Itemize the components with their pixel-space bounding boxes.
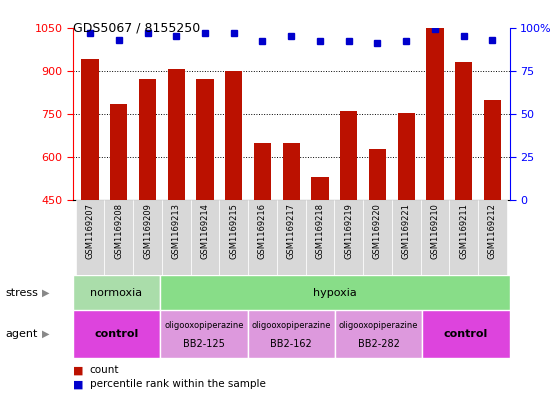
Text: GSM1169213: GSM1169213 [172, 203, 181, 259]
Bar [254, 143, 271, 200]
Bar [73, 310, 160, 358]
Bar [455, 62, 472, 200]
Bar [133, 200, 162, 275]
Text: control: control [94, 329, 139, 339]
Text: normoxia: normoxia [90, 288, 143, 298]
Text: GSM1169221: GSM1169221 [402, 203, 410, 259]
Bar [73, 275, 160, 310]
Text: stress: stress [6, 288, 39, 298]
Bar [167, 69, 185, 200]
Bar [160, 275, 510, 310]
Text: ■: ■ [73, 365, 83, 375]
Text: GSM1169215: GSM1169215 [229, 203, 238, 259]
Text: GSM1169207: GSM1169207 [86, 203, 95, 259]
Bar [248, 200, 277, 275]
Bar [110, 104, 128, 200]
Bar [478, 200, 507, 275]
Bar [311, 177, 329, 200]
Bar [449, 200, 478, 275]
Bar [484, 99, 501, 200]
Text: GSM1169208: GSM1169208 [114, 203, 123, 259]
Bar [422, 310, 510, 358]
Text: GSM1169211: GSM1169211 [459, 203, 468, 259]
Text: GDS5067 / 8155250: GDS5067 / 8155250 [73, 22, 200, 35]
Text: control: control [444, 329, 488, 339]
Text: BB2-162: BB2-162 [270, 340, 312, 349]
Bar [248, 310, 335, 358]
Text: GSM1169212: GSM1169212 [488, 203, 497, 259]
Text: ■: ■ [73, 379, 83, 389]
Bar [363, 200, 392, 275]
Bar [277, 200, 306, 275]
Bar [340, 111, 357, 200]
Text: agent: agent [6, 329, 38, 339]
Bar [197, 79, 213, 200]
Text: oligooxopiperazine: oligooxopiperazine [164, 321, 244, 330]
Text: GSM1169218: GSM1169218 [315, 203, 324, 259]
Text: count: count [90, 365, 119, 375]
Bar [220, 200, 248, 275]
Bar [392, 200, 421, 275]
Text: BB2-125: BB2-125 [183, 340, 225, 349]
Text: hypoxia: hypoxia [313, 288, 357, 298]
Text: GSM1169210: GSM1169210 [431, 203, 440, 259]
Bar [335, 310, 422, 358]
Text: GSM1169214: GSM1169214 [200, 203, 209, 259]
Text: BB2-282: BB2-282 [358, 340, 399, 349]
Bar [369, 149, 386, 200]
Bar [139, 79, 156, 200]
Bar [283, 143, 300, 200]
Bar [421, 200, 449, 275]
Text: ▶: ▶ [42, 288, 49, 298]
Bar [398, 112, 415, 200]
Bar [104, 200, 133, 275]
Text: GSM1169220: GSM1169220 [373, 203, 382, 259]
Text: GSM1169216: GSM1169216 [258, 203, 267, 259]
Text: GSM1169209: GSM1169209 [143, 203, 152, 259]
Bar [76, 200, 104, 275]
Text: GSM1169217: GSM1169217 [287, 203, 296, 259]
Bar [81, 59, 99, 200]
Bar [334, 200, 363, 275]
Bar [162, 200, 190, 275]
Bar [190, 200, 220, 275]
Text: percentile rank within the sample: percentile rank within the sample [90, 379, 265, 389]
Bar [426, 28, 444, 200]
Bar [306, 200, 334, 275]
Text: GSM1169219: GSM1169219 [344, 203, 353, 259]
Bar [225, 71, 242, 200]
Text: oligooxopiperazine: oligooxopiperazine [339, 321, 418, 330]
Bar [160, 310, 248, 358]
Text: ▶: ▶ [42, 329, 49, 339]
Text: oligooxopiperazine: oligooxopiperazine [251, 321, 331, 330]
